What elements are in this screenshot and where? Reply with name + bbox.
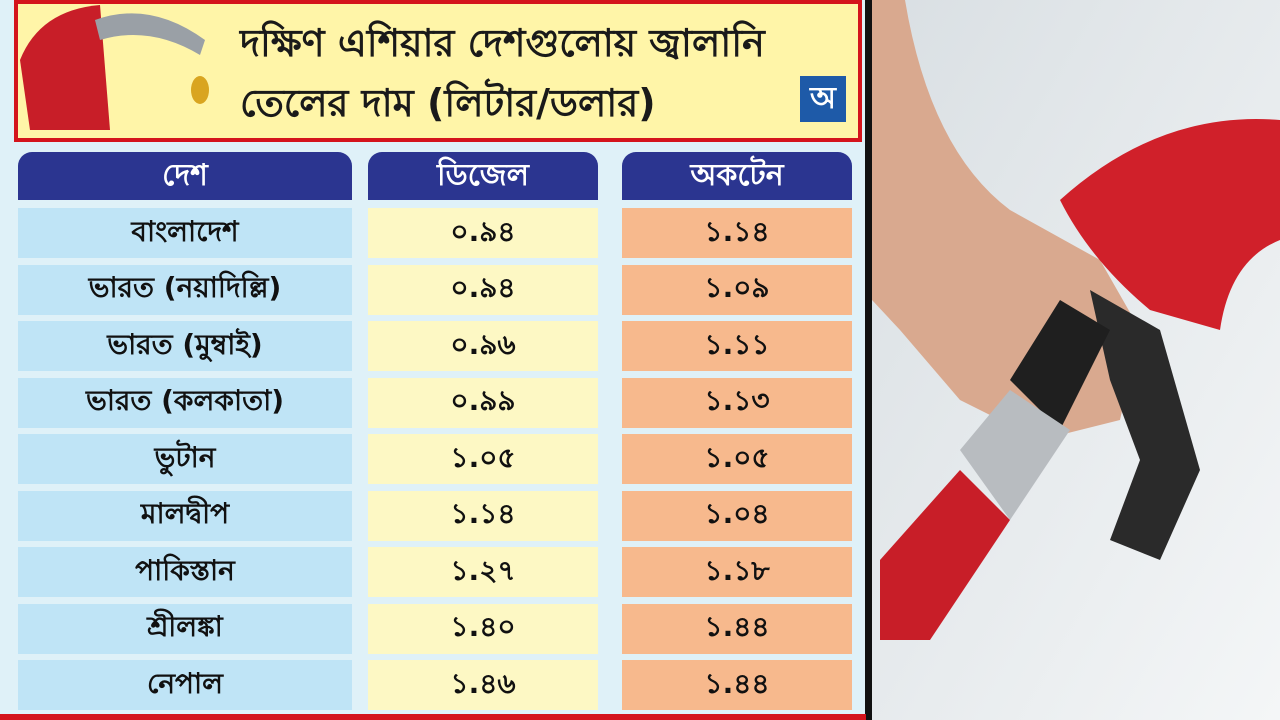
bottom-border	[0, 714, 866, 720]
divider	[865, 0, 872, 720]
logo-box	[800, 76, 846, 122]
column-header: ডিজেল	[368, 152, 598, 200]
pump-nozzle	[95, 13, 205, 56]
country-cell: বাংলাদেশ	[18, 208, 352, 258]
price-cell: ১.১১	[622, 321, 852, 371]
country-cell: মালদ্বীপ	[18, 490, 352, 541]
title-line: তেলের দাম (লিটার/ডলার)	[240, 81, 656, 125]
price-cell: ১.১৮	[622, 547, 852, 597]
nozzle-handle	[1060, 119, 1280, 330]
price-cell: ১.০৯	[622, 264, 852, 315]
price-cell: ১.০৪	[622, 490, 852, 541]
price-cell: ১.৪০	[368, 603, 598, 654]
price-cell: ০.৯৪	[368, 264, 598, 315]
country-cell: ভারত (মুম্বাই)	[18, 321, 352, 371]
nozzle-metal	[960, 390, 1070, 520]
price-cell: ০.৯৯	[368, 377, 598, 428]
grip	[1010, 300, 1110, 430]
hose	[880, 470, 1010, 640]
price-cell: ১.০৫	[368, 434, 598, 484]
fuel-drop	[191, 76, 209, 104]
country-cell: নেপাল	[18, 660, 352, 710]
country-cell: ভুটান	[18, 434, 352, 484]
price-cell: ১.৪৪	[622, 660, 852, 710]
price-cell: ১.১৪	[622, 208, 852, 258]
country-cell: ভারত (নয়াদিল্লি)	[18, 264, 352, 315]
trigger	[1090, 290, 1200, 560]
country-cell: পাকিস্তান	[18, 547, 352, 597]
column-header: অকটেন	[622, 152, 852, 200]
logo: অ	[810, 80, 836, 116]
price-cell: ০.৯৪	[368, 208, 598, 258]
header-box	[14, 0, 862, 142]
price-cell: ১.৪৪	[622, 603, 852, 654]
country-cell: শ্রীলঙ্কা	[18, 603, 352, 654]
column-header: দেশ	[18, 152, 352, 200]
price-cell: ১.৪৬	[368, 660, 598, 710]
price-cell: ০.৯৬	[368, 321, 598, 371]
price-cell: ১.২৭	[368, 547, 598, 597]
country-cell: ভারত (কলকাতা)	[18, 377, 352, 428]
price-cell: ১.১৪	[368, 490, 598, 541]
price-cell: ১.১৩	[622, 377, 852, 428]
title-line: দক্ষিণ এশিয়ার দেশগুলোয় জ্বালানি	[240, 21, 765, 65]
pump-body	[20, 5, 110, 130]
price-cell: ১.০৫	[622, 434, 852, 484]
